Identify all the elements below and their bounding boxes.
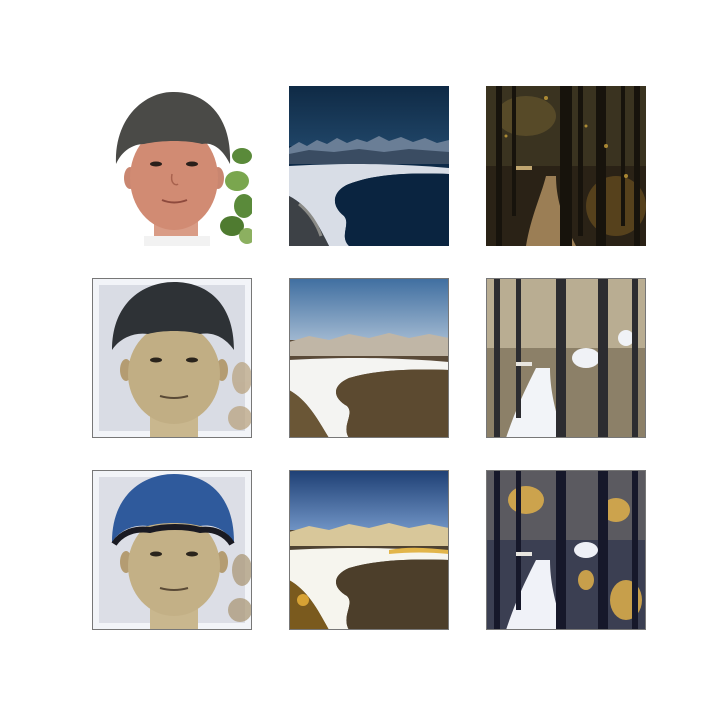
output1-lake-image: [289, 278, 449, 438]
output2-forest-image: [486, 470, 646, 630]
original-face-image: [92, 86, 252, 246]
original-lake-image: [289, 86, 449, 246]
output1-face-image: [92, 278, 252, 438]
original-forest-image: [486, 86, 646, 246]
output2-lake-image: [289, 470, 449, 630]
output2-face-image: [92, 470, 252, 630]
output1-forest-image: [486, 278, 646, 438]
